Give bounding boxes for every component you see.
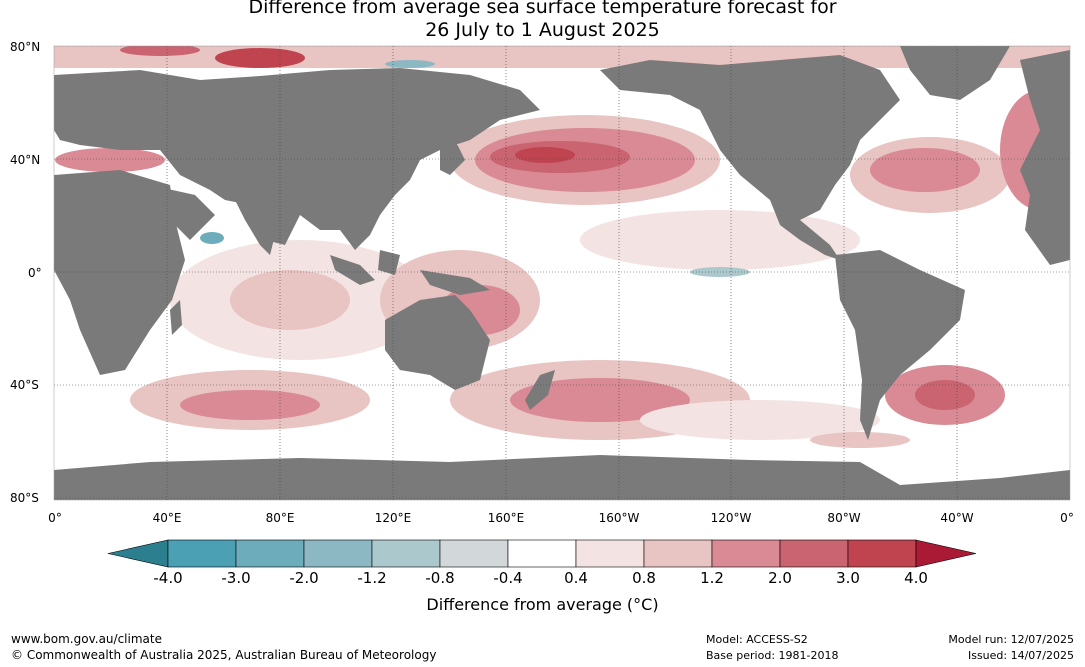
colorbar-swatch <box>643 539 713 568</box>
colorbar-swatch <box>167 539 237 568</box>
colorbar-tick-label: 2.0 <box>768 569 792 587</box>
graticule <box>54 46 1070 500</box>
footer-issued: Issued: 14/07/2025 <box>967 649 1074 662</box>
footer-model-run: Model run: 12/07/2025 <box>948 633 1074 646</box>
title-line-2: 26 July to 1 August 2025 <box>425 19 660 41</box>
title-line-1: Difference from average sea surface temp… <box>248 0 837 18</box>
footer-model: Model: ACCESS-S2 <box>706 633 808 646</box>
colorbar-tick-label: -0.4 <box>493 569 523 587</box>
lon-label-80e: 80°E <box>265 511 295 525</box>
colorbar-swatch <box>439 539 509 568</box>
lat-label-0: 0° <box>28 266 42 280</box>
lat-label-80s: 80°S <box>10 491 39 505</box>
lon-label-120w: 120°W <box>710 511 752 525</box>
lon-label-0-left: 0° <box>48 511 62 525</box>
lon-label-40w: 40°W <box>940 511 974 525</box>
footer-copyright: © Commonwealth of Australia 2025, Austra… <box>11 648 437 662</box>
colorbar-title: Difference from average (°C) <box>426 595 659 614</box>
lat-label-40n: 40°N <box>10 153 41 167</box>
colorbar-tick-label: 1.2 <box>700 569 724 587</box>
lon-label-80w: 80°W <box>827 511 861 525</box>
footer-base-period: Base period: 1981-2018 <box>706 649 839 662</box>
colorbar-tick-label: 0.8 <box>632 569 656 587</box>
lon-label-160w: 160°W <box>598 511 640 525</box>
colorbar-swatch <box>779 539 849 568</box>
colorbar-tick-label: -1.2 <box>357 569 387 587</box>
colorbar-tick-label: -4.0 <box>153 569 183 587</box>
colorbar-swatch <box>711 539 781 568</box>
footer-site-link[interactable]: www.bom.gov.au/climate <box>11 632 162 646</box>
colorbar <box>107 539 977 568</box>
colorbar-swatch <box>507 539 577 568</box>
colorbar-tick-label: 0.4 <box>564 569 588 587</box>
lon-label-120e: 120°E <box>374 511 412 525</box>
lat-label-80n: 80°N <box>10 40 41 54</box>
colorbar-tick-label: 4.0 <box>904 569 928 587</box>
lat-label-40s: 40°S <box>10 378 39 392</box>
lon-label-0-right: 0° <box>1060 511 1074 525</box>
colorbar-swatch <box>303 539 373 568</box>
colorbar-arrow-low <box>107 539 169 568</box>
colorbar-swatch <box>575 539 645 568</box>
colorbar-swatch <box>847 539 917 568</box>
map-title: Difference from average sea surface temp… <box>0 0 1085 42</box>
colorbar-swatch <box>371 539 441 568</box>
map-frame <box>53 45 1071 501</box>
colorbar-tick-label: -2.0 <box>289 569 319 587</box>
lon-label-160e: 160°E <box>487 511 525 525</box>
lon-label-40e: 40°E <box>152 511 182 525</box>
map-area <box>54 46 1070 500</box>
colorbar-tick-label: 3.0 <box>836 569 860 587</box>
colorbar-tick-label: -3.0 <box>221 569 251 587</box>
colorbar-arrow-high <box>915 539 977 568</box>
colorbar-swatch <box>235 539 305 568</box>
colorbar-tick-label: -0.8 <box>425 569 455 587</box>
